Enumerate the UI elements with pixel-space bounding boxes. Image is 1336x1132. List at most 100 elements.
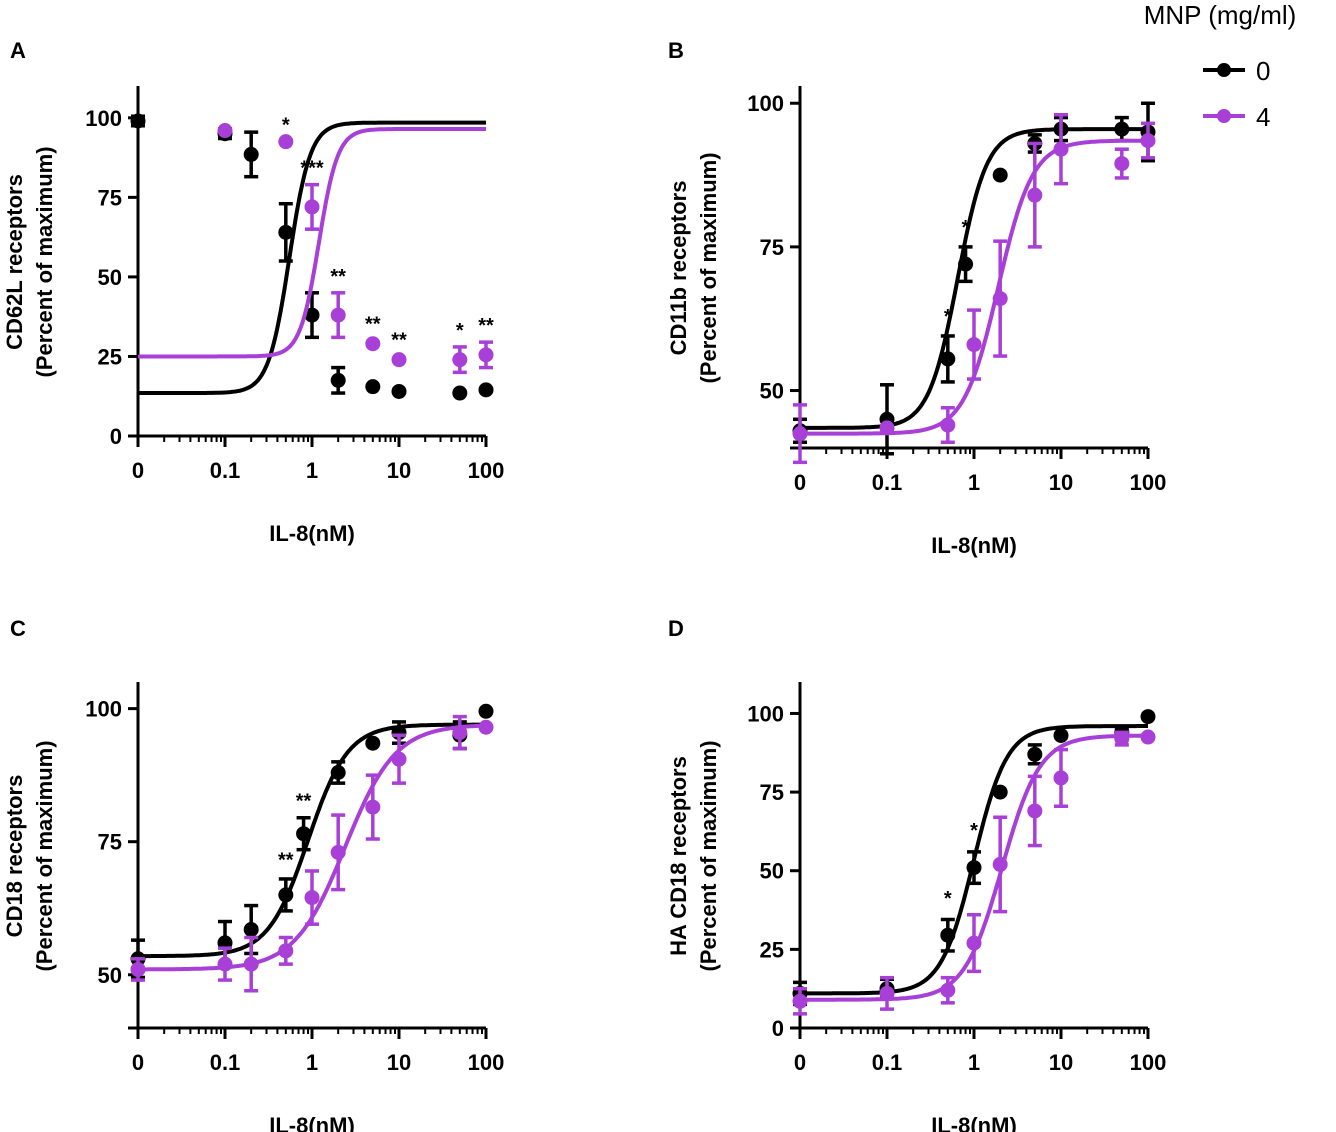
fit-curve <box>138 120 486 395</box>
y-tick-label: 50 <box>760 859 784 884</box>
panel-C: C 50 75 100 0 0.1 1 10 100 IL-8(nM) CD18 receptors… <box>2 616 504 1132</box>
significance-marker: * <box>456 320 464 342</box>
data-point <box>940 927 956 943</box>
x-axis-label: IL-8(nM) <box>269 1113 355 1132</box>
x-axis-label: IL-8(nM) <box>931 533 1017 558</box>
data-point <box>966 935 982 951</box>
x-tick-label: 1 <box>306 1050 318 1075</box>
data-point <box>296 826 312 842</box>
x-tick-label: 1 <box>968 470 980 495</box>
x-tick-label: 0 <box>794 470 806 495</box>
y-tick-label: 75 <box>760 780 784 805</box>
panel-B: B 50 75 100 0 0.1 1 10 100 IL-8(nM) CD11b receptor… <box>666 38 1166 558</box>
x-tick-label: 100 <box>1130 1050 1167 1075</box>
series-0 <box>130 113 494 401</box>
data-point <box>330 764 346 780</box>
data-point <box>1140 133 1156 149</box>
panel-letter: C <box>10 616 26 641</box>
x-tick-label: 1 <box>968 1050 980 1075</box>
data-point <box>992 784 1008 800</box>
significance-marker: *** <box>300 158 324 180</box>
legend-entry-4: 4 <box>1203 102 1270 132</box>
data-point <box>966 337 982 353</box>
y-tick-label: 50 <box>98 963 122 988</box>
x-tick-label: 0 <box>132 458 144 483</box>
significance-marker: * <box>962 217 970 239</box>
data-point <box>1114 156 1130 172</box>
data-point <box>792 993 808 1009</box>
data-point <box>966 860 982 876</box>
data-point <box>365 735 381 751</box>
fit-curve <box>138 127 486 359</box>
legend-entry-0: 0 <box>1203 56 1270 86</box>
legend-label-0: 0 <box>1256 56 1270 86</box>
data-point <box>792 426 808 442</box>
data-point <box>940 417 956 433</box>
series-4 <box>130 714 494 993</box>
y-tick-label: 0 <box>772 1016 784 1041</box>
y-tick-label: 50 <box>98 265 122 290</box>
significance-marker: ** <box>365 314 381 336</box>
x-axis-label: IL-8(nM) <box>269 521 355 546</box>
fit-curve <box>138 722 486 959</box>
significance-marker: ** <box>330 266 346 288</box>
x-tick-label: 100 <box>1130 470 1167 495</box>
data-point <box>365 799 381 815</box>
data-point <box>243 956 259 972</box>
significance-marker: ** <box>391 329 407 351</box>
y-tick-label: 25 <box>98 344 122 369</box>
data-point <box>478 719 494 735</box>
data-point <box>330 844 346 860</box>
data-point <box>278 943 294 959</box>
y-tick-label: 100 <box>747 701 784 726</box>
data-point <box>243 922 259 938</box>
legend-title: MNP (mg/ml) <box>1144 0 1297 30</box>
series-0 <box>792 101 1156 456</box>
x-tick-label: 0.1 <box>872 470 903 495</box>
data-point <box>1027 746 1043 762</box>
significance-marker: ** <box>296 791 312 813</box>
data-point <box>330 307 346 323</box>
y-tick-label: 0 <box>110 424 122 449</box>
y-tick-label: 75 <box>760 235 784 260</box>
data-point <box>879 985 895 1001</box>
y-tick-label: 25 <box>760 937 784 962</box>
data-point <box>478 703 494 719</box>
data-point <box>1114 731 1130 747</box>
data-point <box>958 256 974 272</box>
data-point <box>992 291 1008 307</box>
data-point <box>391 352 407 368</box>
data-point <box>278 134 294 150</box>
y-tick-label: 75 <box>98 185 122 210</box>
data-point <box>391 383 407 399</box>
x-tick-label: 10 <box>387 1050 411 1075</box>
panel-letter: D <box>668 616 684 641</box>
panel-letter: A <box>10 38 26 63</box>
y-axis-label: CD11b receptors (Percent of maximum) <box>666 152 721 383</box>
panel-letter: B <box>668 38 684 63</box>
data-point <box>940 351 956 367</box>
data-point <box>304 890 320 906</box>
significance-marker: * <box>944 888 952 910</box>
fit-curve <box>800 127 1148 430</box>
data-point <box>278 224 294 240</box>
y-axis-label: CD62L receptors (Percent of maximum) <box>2 146 57 377</box>
data-point <box>940 982 956 998</box>
panel-D: D 0 25 50 75 100 0 0.1 1 10 100 IL-8(nM) HA CD18 rec… <box>666 616 1166 1132</box>
data-point <box>330 372 346 388</box>
data-point <box>452 385 468 401</box>
data-point <box>304 307 320 323</box>
data-point <box>391 751 407 767</box>
series-4 <box>792 729 1156 1016</box>
series-4 <box>138 123 494 375</box>
significance-marker: * <box>944 306 952 328</box>
significance-marker: ** <box>478 315 494 337</box>
series-0 <box>130 703 494 980</box>
data-point <box>365 336 381 352</box>
data-point <box>1053 770 1069 786</box>
x-tick-label: 0 <box>132 1050 144 1075</box>
y-tick-label: 50 <box>760 379 784 404</box>
data-point <box>478 347 494 363</box>
